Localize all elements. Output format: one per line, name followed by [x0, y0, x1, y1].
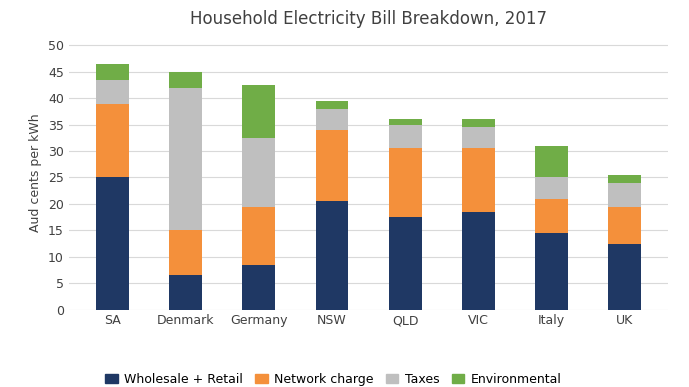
Bar	[389, 119, 422, 125]
Bar	[243, 207, 276, 265]
Bar	[96, 103, 129, 178]
Bar	[243, 138, 276, 207]
Bar	[169, 275, 202, 310]
Bar	[169, 230, 202, 275]
Title: Household Electricity Bill Breakdown, 2017: Household Electricity Bill Breakdown, 20…	[190, 10, 547, 28]
Bar	[535, 178, 568, 199]
Bar	[96, 80, 129, 103]
Legend: Wholesale + Retail, Network charge, Taxes, Environmental: Wholesale + Retail, Network charge, Taxe…	[105, 373, 562, 386]
Bar	[535, 233, 568, 310]
Bar	[462, 127, 495, 149]
Bar	[169, 72, 202, 88]
Bar	[316, 130, 349, 201]
Bar	[389, 125, 422, 149]
Bar	[243, 265, 276, 310]
Bar	[462, 212, 495, 310]
Bar	[608, 175, 641, 183]
Bar	[608, 207, 641, 243]
Bar	[96, 178, 129, 310]
Bar	[316, 201, 349, 310]
Y-axis label: Aud cents per kWh: Aud cents per kWh	[30, 113, 43, 231]
Bar	[169, 88, 202, 230]
Bar	[96, 64, 129, 80]
Bar	[316, 109, 349, 130]
Bar	[389, 217, 422, 310]
Bar	[535, 146, 568, 178]
Bar	[608, 183, 641, 207]
Bar	[462, 149, 495, 212]
Bar	[608, 243, 641, 310]
Bar	[535, 199, 568, 233]
Bar	[462, 119, 495, 127]
Bar	[389, 149, 422, 217]
Bar	[243, 85, 276, 138]
Bar	[316, 101, 349, 109]
